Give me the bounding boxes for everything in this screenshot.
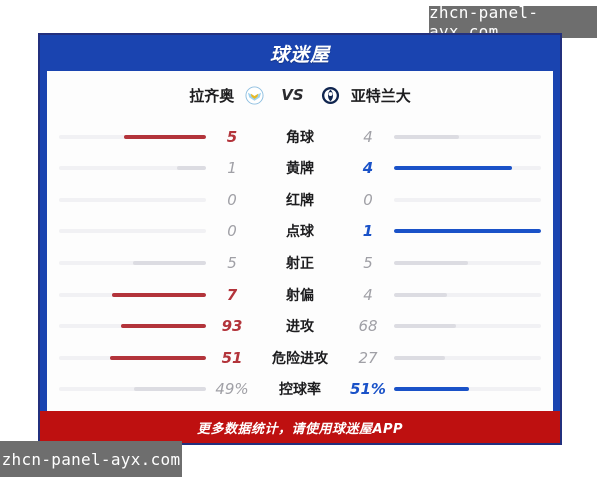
stat-row: 49% 控球率 51% — [59, 376, 541, 402]
away-bar-fill — [394, 229, 541, 234]
home-stat-value: 1 — [227, 159, 237, 178]
watermark-top: zhcn-panel-ayx.com — [429, 3, 597, 41]
home-bar-fill — [120, 324, 206, 329]
panel-footer: 更多数据统计，请使用球迷屋APP — [40, 411, 560, 443]
home-bar-track — [59, 260, 206, 265]
stat-row: 0 红牌 0 — [59, 187, 541, 213]
home-bar-track — [59, 197, 206, 202]
atalanta-crest-icon — [321, 86, 340, 105]
away-stat-value: 68 — [358, 317, 378, 336]
stat-label: 红牌 — [286, 192, 314, 209]
stat-label: 黄牌 — [286, 161, 314, 178]
stat-label: 角球 — [286, 129, 314, 146]
home-bar-fill — [110, 355, 206, 360]
home-bar-track — [59, 292, 206, 297]
stat-row: 1 黄牌 4 — [59, 155, 541, 181]
brand-title: 球迷屋 — [269, 43, 330, 66]
away-team-name: 亚特兰大 — [350, 86, 411, 105]
stat-label: 控球率 — [279, 382, 321, 399]
away-stat-value: 4 — [363, 285, 373, 304]
stat-label: 危险进攻 — [272, 350, 328, 367]
home-bar-fill — [111, 292, 206, 297]
panel-title-bar: 球迷屋 — [40, 35, 560, 71]
home-bar-track — [59, 229, 206, 234]
home-bar-fill — [133, 387, 206, 392]
away-bar-track — [394, 166, 541, 171]
away-bar-fill — [394, 260, 468, 265]
away-stat-value: 0 — [363, 190, 373, 209]
teams-header: 拉齐奥 VS 亚特兰大 — [47, 71, 553, 119]
away-bar-fill — [394, 166, 512, 171]
away-bar-track — [394, 260, 541, 265]
away-stat-value: 27 — [358, 348, 378, 367]
home-bar-fill — [176, 166, 206, 171]
stat-row: 5 射正 5 — [59, 250, 541, 276]
stat-row: 7 射偏 4 — [59, 282, 541, 308]
away-bar-track — [394, 197, 541, 202]
home-stat-value: 5 — [226, 127, 238, 146]
away-bar-fill — [394, 387, 469, 392]
home-stat-value: 49% — [215, 380, 249, 399]
away-bar-fill — [394, 355, 446, 360]
watermark-bottom: zhcn-panel-ayx.com — [0, 441, 182, 477]
home-bar-track — [59, 355, 206, 360]
away-bar-track — [394, 355, 541, 360]
home-bar-fill — [123, 134, 206, 139]
stat-row: 0 点球 1 — [59, 218, 541, 244]
home-bar-fill — [132, 260, 206, 265]
stat-label: 射正 — [286, 255, 314, 272]
vs-label: VS — [281, 86, 304, 104]
stats-card: 拉齐奥 VS 亚特兰大 5 角球 4 1 黄牌 4 0 红牌 0 0 点球 1 5 射正 5 7 射偏 4 9 — [47, 71, 553, 411]
away-stat-value: 1 — [362, 222, 374, 241]
away-bar-fill — [394, 292, 447, 297]
home-stat-value: 0 — [227, 190, 237, 209]
lazio-crest-icon — [245, 85, 264, 105]
stat-label: 射偏 — [286, 287, 314, 304]
away-bar-fill — [394, 324, 456, 329]
stat-row: 93 进攻 68 — [59, 313, 541, 339]
away-bar-track — [394, 134, 541, 139]
away-stat-value: 51% — [350, 380, 386, 399]
watermark-bottom-text: zhcn-panel-ayx.com — [1, 449, 181, 469]
home-bar-track — [59, 166, 206, 171]
away-stat-value: 5 — [363, 253, 373, 272]
footer-promo-text: 更多数据统计，请使用球迷屋APP — [196, 421, 404, 437]
away-bar-track — [394, 292, 541, 297]
home-stat-value: 93 — [221, 317, 243, 336]
home-stat-value: 5 — [227, 253, 237, 272]
home-bar-track — [59, 387, 206, 392]
away-bar-track — [394, 229, 541, 234]
away-bar-track — [394, 324, 541, 329]
stats-rows-container: 5 角球 4 1 黄牌 4 0 红牌 0 0 点球 1 5 射正 5 7 射偏 4 93 进攻 68 51 危险进攻 27 49… — [47, 119, 553, 411]
stat-label: 进攻 — [286, 319, 314, 336]
away-bar-track — [394, 387, 541, 392]
home-stat-value: 51 — [221, 348, 243, 367]
home-stat-value: 7 — [226, 285, 238, 304]
home-team-name: 拉齐奥 — [189, 86, 235, 105]
away-bar-fill — [394, 134, 459, 139]
away-stat-value: 4 — [362, 159, 374, 178]
home-bar-track — [59, 134, 206, 139]
home-bar-track — [59, 324, 206, 329]
stat-row: 5 角球 4 — [59, 124, 541, 150]
home-stat-value: 0 — [227, 222, 237, 241]
stat-row: 51 危险进攻 27 — [59, 345, 541, 371]
stat-label: 点球 — [286, 224, 314, 241]
away-stat-value: 4 — [363, 127, 373, 146]
